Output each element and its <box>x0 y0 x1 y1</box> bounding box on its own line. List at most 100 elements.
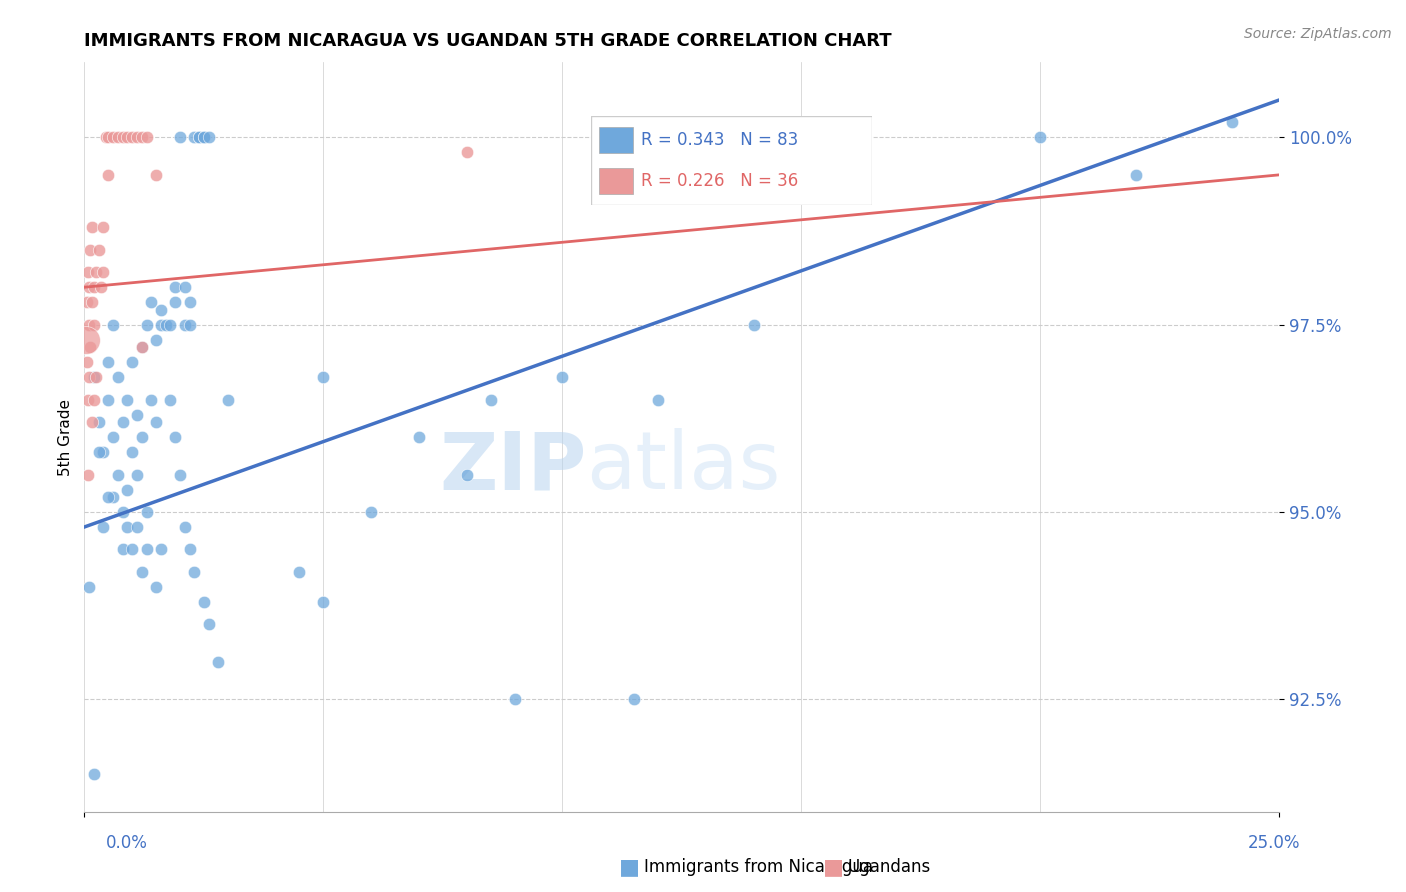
Point <box>125 467 148 482</box>
Point <box>94 130 117 145</box>
Point <box>155 318 177 332</box>
Point <box>197 617 219 632</box>
Point <box>135 130 157 145</box>
Point <box>742 318 765 332</box>
Text: Immigrants from Nicaragua: Immigrants from Nicaragua <box>644 858 873 876</box>
Point <box>76 355 98 369</box>
Text: 25.0%: 25.0% <box>1249 834 1301 852</box>
Point <box>193 595 215 609</box>
Point <box>165 280 187 294</box>
Point <box>217 392 239 407</box>
Point <box>77 280 100 294</box>
Point <box>193 130 215 145</box>
Point <box>647 392 669 407</box>
Point <box>179 318 201 332</box>
Point <box>125 408 148 422</box>
Text: ■: ■ <box>823 857 844 877</box>
FancyBboxPatch shape <box>599 127 633 153</box>
Point <box>93 220 115 235</box>
Point <box>111 505 134 519</box>
Point <box>197 130 219 145</box>
Point <box>125 130 148 145</box>
Point <box>125 520 148 534</box>
Point <box>107 130 129 145</box>
Point <box>141 295 163 310</box>
Point <box>149 542 172 557</box>
FancyBboxPatch shape <box>599 168 633 194</box>
Point <box>135 542 157 557</box>
Point <box>456 145 478 160</box>
Text: R = 0.343   N = 83: R = 0.343 N = 83 <box>641 131 799 149</box>
Y-axis label: 5th Grade: 5th Grade <box>58 399 73 475</box>
Point <box>623 692 645 706</box>
Point <box>86 265 108 279</box>
Point <box>83 392 105 407</box>
Point <box>145 580 167 594</box>
Point <box>121 445 143 459</box>
Point <box>141 392 163 407</box>
Point <box>169 130 191 145</box>
Point <box>93 265 115 279</box>
Point <box>135 505 157 519</box>
Point <box>117 520 139 534</box>
Point <box>1029 130 1052 145</box>
Point <box>101 430 124 444</box>
Text: Source: ZipAtlas.com: Source: ZipAtlas.com <box>1244 27 1392 41</box>
Point <box>145 168 167 182</box>
Point <box>149 318 172 332</box>
Point <box>165 295 187 310</box>
Point <box>97 355 120 369</box>
Point <box>131 340 153 354</box>
Point <box>312 595 335 609</box>
Point <box>97 490 120 504</box>
Point <box>838 145 860 160</box>
Text: ZIP: ZIP <box>439 428 586 506</box>
Point <box>193 130 215 145</box>
Point <box>93 445 115 459</box>
Text: atlas: atlas <box>586 428 780 506</box>
Point <box>76 295 98 310</box>
Point <box>83 370 105 384</box>
Point <box>79 340 101 354</box>
Point <box>1220 115 1243 129</box>
Point <box>83 318 105 332</box>
Point <box>87 243 110 257</box>
Point <box>107 370 129 384</box>
Point <box>456 467 478 482</box>
Point <box>479 392 502 407</box>
Point <box>77 370 100 384</box>
Text: IMMIGRANTS FROM NICARAGUA VS UGANDAN 5TH GRADE CORRELATION CHART: IMMIGRANTS FROM NICARAGUA VS UGANDAN 5TH… <box>84 32 891 50</box>
Point <box>135 318 157 332</box>
Point <box>169 467 191 482</box>
Point <box>117 392 139 407</box>
Text: ■: ■ <box>619 857 640 877</box>
Point <box>179 542 201 557</box>
Point <box>90 280 112 294</box>
FancyBboxPatch shape <box>591 116 872 205</box>
Point <box>131 130 153 145</box>
Point <box>131 430 153 444</box>
Point <box>80 415 103 429</box>
Point <box>87 415 110 429</box>
Point <box>288 565 311 579</box>
Point <box>77 265 100 279</box>
Point <box>149 302 172 317</box>
Point <box>131 565 153 579</box>
Text: 0.0%: 0.0% <box>105 834 148 852</box>
Point <box>312 370 335 384</box>
Point <box>97 130 120 145</box>
Point <box>173 280 195 294</box>
Point <box>145 333 167 347</box>
Point <box>79 243 101 257</box>
Point <box>121 355 143 369</box>
Point <box>87 445 110 459</box>
Point <box>121 130 143 145</box>
Point <box>117 130 139 145</box>
Point <box>159 318 181 332</box>
Point <box>360 505 382 519</box>
Point <box>408 430 430 444</box>
Point <box>159 392 181 407</box>
Text: Ugandans: Ugandans <box>848 858 931 876</box>
Point <box>86 370 108 384</box>
Point <box>207 655 229 669</box>
